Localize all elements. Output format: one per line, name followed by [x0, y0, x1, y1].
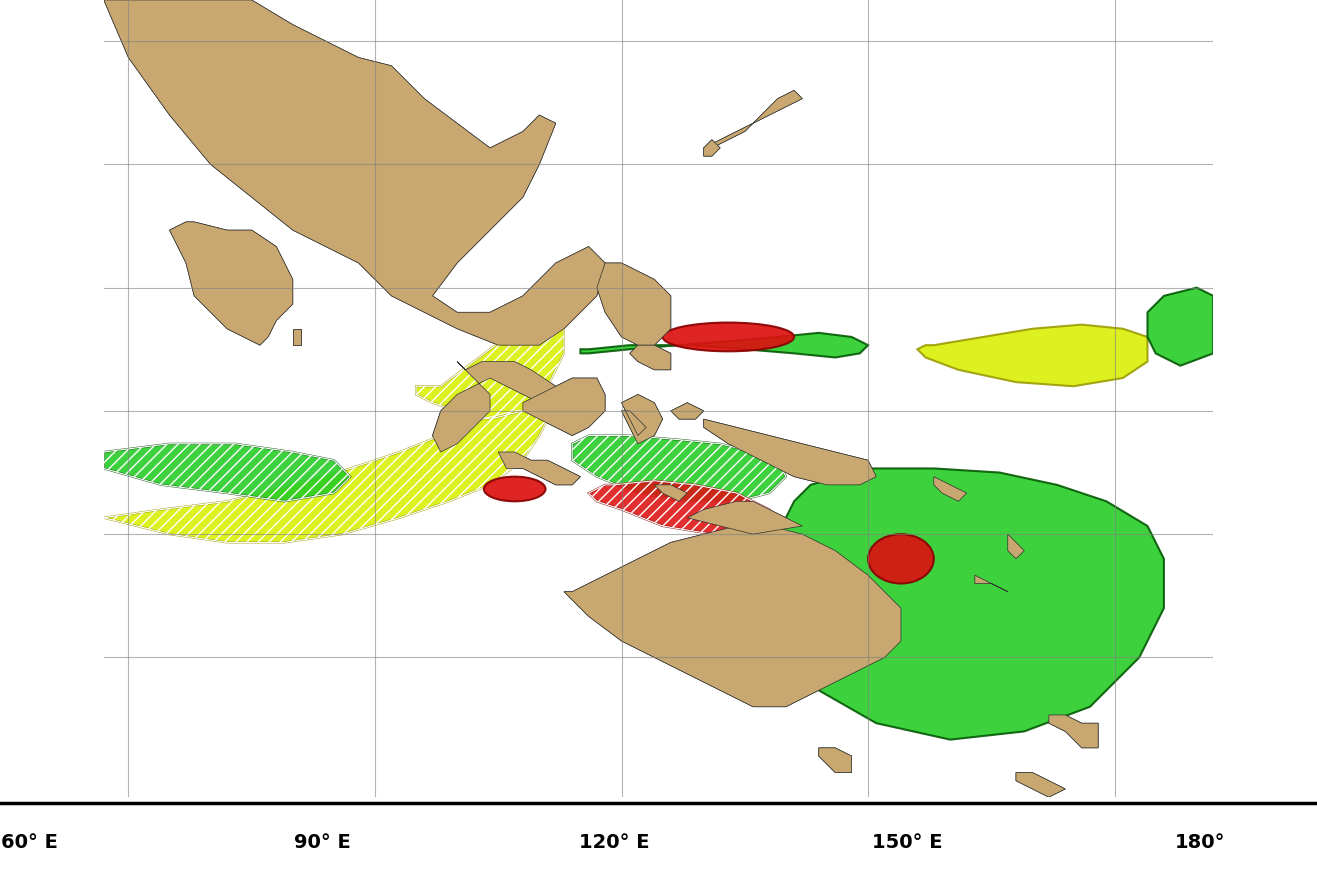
Polygon shape [104, 0, 605, 345]
Polygon shape [975, 576, 1008, 591]
Polygon shape [703, 139, 720, 156]
Polygon shape [934, 477, 967, 501]
Text: 180°: 180° [1175, 833, 1225, 852]
Polygon shape [655, 485, 687, 501]
Polygon shape [572, 435, 786, 501]
Polygon shape [432, 362, 589, 452]
Text: 120° E: 120° E [579, 833, 649, 852]
Polygon shape [934, 477, 967, 501]
Polygon shape [1008, 534, 1025, 559]
Polygon shape [597, 263, 670, 345]
Polygon shape [687, 501, 802, 534]
Ellipse shape [662, 322, 794, 351]
Polygon shape [975, 576, 1008, 591]
Polygon shape [498, 452, 581, 485]
Polygon shape [703, 419, 876, 485]
Text: 90° E: 90° E [294, 833, 350, 852]
Polygon shape [104, 444, 350, 501]
Polygon shape [819, 748, 852, 773]
Polygon shape [1048, 715, 1098, 748]
Polygon shape [703, 139, 720, 156]
Polygon shape [416, 321, 564, 419]
Polygon shape [292, 328, 302, 345]
Polygon shape [104, 411, 548, 542]
Polygon shape [170, 222, 292, 345]
Polygon shape [819, 748, 852, 773]
Polygon shape [170, 222, 292, 345]
Polygon shape [104, 0, 605, 345]
Polygon shape [670, 403, 703, 419]
Polygon shape [564, 526, 901, 707]
Polygon shape [1147, 287, 1213, 365]
Polygon shape [655, 485, 687, 501]
Polygon shape [1015, 773, 1065, 797]
Ellipse shape [483, 477, 545, 501]
Polygon shape [597, 263, 670, 345]
Polygon shape [523, 378, 605, 435]
Text: 150° E: 150° E [872, 833, 943, 852]
Polygon shape [589, 481, 777, 534]
Polygon shape [1048, 715, 1098, 748]
Polygon shape [564, 526, 901, 707]
Polygon shape [1008, 534, 1025, 559]
Text: 60° E: 60° E [1, 833, 58, 852]
Polygon shape [630, 345, 670, 370]
Polygon shape [918, 325, 1147, 386]
Polygon shape [581, 333, 868, 357]
Polygon shape [292, 328, 302, 345]
Polygon shape [670, 403, 703, 419]
Polygon shape [703, 90, 802, 148]
Polygon shape [703, 419, 876, 485]
Polygon shape [630, 345, 670, 370]
Polygon shape [622, 394, 662, 444]
Polygon shape [1015, 773, 1065, 797]
Ellipse shape [868, 534, 934, 583]
Polygon shape [703, 90, 802, 148]
Polygon shape [432, 362, 589, 452]
Polygon shape [622, 394, 662, 444]
Polygon shape [777, 469, 1164, 739]
Polygon shape [498, 452, 581, 485]
Polygon shape [687, 501, 802, 534]
Polygon shape [523, 378, 605, 435]
